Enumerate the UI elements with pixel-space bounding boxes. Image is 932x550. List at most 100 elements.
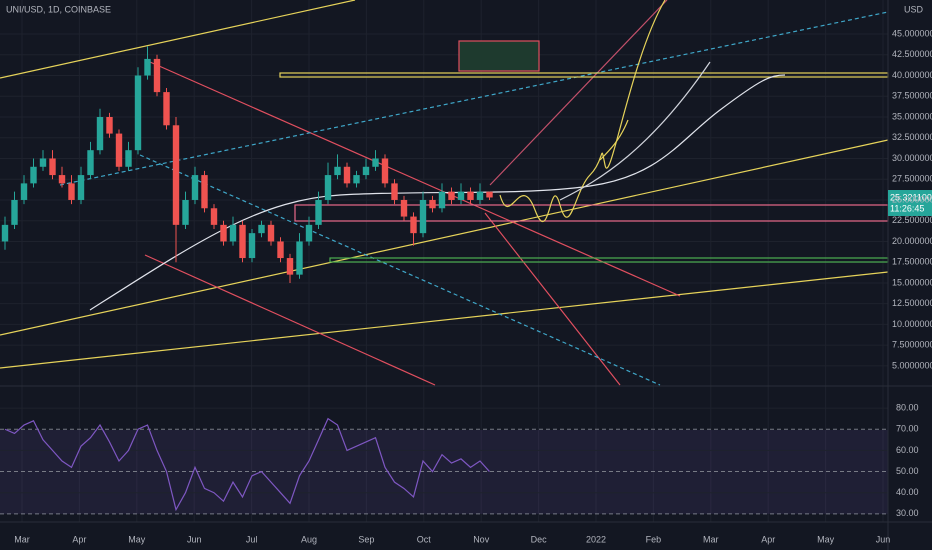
- y-tick-label: 30.00000000: [892, 153, 932, 163]
- chart-title: UNI/USD, 1D, COINBASE: [6, 4, 111, 14]
- candle-body: [49, 158, 56, 176]
- x-tick-label: May: [128, 534, 146, 544]
- y-tick-label: 22.50000000: [892, 215, 932, 225]
- candle-body: [343, 166, 351, 184]
- currency: USD: [904, 4, 924, 14]
- candle-body: [410, 216, 417, 234]
- x-tick-label: Apr: [72, 534, 86, 544]
- x-tick-label: Sep: [358, 534, 374, 544]
- candle-body: [58, 175, 66, 184]
- candle-body: [115, 133, 123, 167]
- candle-body: [419, 199, 427, 234]
- rsi-tick-label: 30.00: [896, 508, 919, 518]
- candle-body: [324, 175, 332, 200]
- x-tick-label: Dec: [531, 534, 548, 544]
- y-tick-label: 27.50000000: [892, 174, 932, 184]
- candle-body: [296, 241, 303, 275]
- candle-body: [172, 125, 180, 225]
- candle-body: [315, 199, 322, 225]
- candle-body: [258, 224, 265, 234]
- candle-body: [248, 233, 256, 259]
- candle-body: [153, 58, 161, 93]
- x-tick-label: Jul: [246, 534, 258, 544]
- candle-body: [77, 175, 85, 200]
- candle-body: [277, 241, 284, 259]
- candle-body: [353, 175, 360, 184]
- x-tick-label: Nov: [473, 534, 490, 544]
- rsi-tick-label: 80.00: [896, 402, 919, 412]
- x-tick-label: Oct: [417, 534, 432, 544]
- y-tick-label: 35.00000000: [892, 111, 932, 121]
- x-tick-label: 2022: [586, 534, 606, 544]
- rsi-pane: [0, 407, 888, 515]
- y-tick-label: 20.00000000: [892, 236, 932, 246]
- x-tick-label: Feb: [646, 534, 662, 544]
- x-tick-label: May: [817, 534, 835, 544]
- candle-body: [39, 158, 47, 167]
- rsi-tick-label: 70.00: [896, 424, 919, 434]
- candle-body: [11, 199, 18, 225]
- candle-body: [106, 116, 113, 134]
- candle-body: [182, 199, 189, 225]
- candle-body: [438, 191, 446, 209]
- y-tick-label: 25.00000000: [892, 194, 932, 204]
- y-tick-label: 10.00000000: [892, 319, 932, 329]
- y-tick-label: 32.50000000: [892, 132, 932, 142]
- candle-body: [125, 150, 132, 167]
- candle-body: [210, 208, 218, 225]
- drawings: [0, 0, 889, 386]
- last-price: 25.32110000: [890, 192, 932, 202]
- candle-body: [68, 183, 75, 200]
- x-tick-label: Jun: [876, 534, 891, 544]
- candle-body: [220, 224, 227, 242]
- price-tag: [888, 190, 932, 216]
- candle-body: [391, 183, 398, 200]
- y-tick-label: 7.50000000: [892, 340, 932, 350]
- candle-body: [267, 224, 275, 242]
- candle-body: [334, 166, 341, 176]
- candle-body: [476, 191, 484, 200]
- candle-body: [144, 58, 151, 76]
- candle-body: [1, 224, 9, 242]
- candle-body: [429, 199, 436, 209]
- rsi-line: [4, 417, 490, 512]
- candle-body: [305, 224, 313, 242]
- y-tick-label: 45.00000000: [892, 28, 932, 38]
- candle-body: [87, 150, 94, 176]
- candle-body: [400, 199, 408, 217]
- candle-body: [134, 75, 142, 151]
- candle-body: [201, 175, 208, 209]
- x-tick-label: Mar: [703, 534, 719, 544]
- candle-body: [20, 183, 28, 200]
- candle-body: [372, 158, 379, 167]
- candle-body: [239, 224, 246, 259]
- x-tick-label: Apr: [761, 534, 775, 544]
- candle-body: [286, 258, 294, 275]
- candle-body: [191, 175, 199, 200]
- y-tick-label: 42.50000000: [892, 49, 932, 59]
- candles: [1, 46, 493, 283]
- y-tick-label: 37.50000000: [892, 91, 932, 101]
- candle-body: [381, 158, 389, 184]
- x-tick-label: Jun: [187, 534, 202, 544]
- x-tick-label: Aug: [301, 534, 317, 544]
- rsi-tick-label: 60.00: [896, 445, 919, 455]
- countdown: 11:26:45: [890, 203, 924, 213]
- candle-body: [30, 166, 37, 184]
- candle-body: [467, 191, 474, 200]
- candle-body: [486, 191, 493, 198]
- y-tick-label: 15.00000000: [892, 277, 932, 287]
- candle-body: [457, 191, 465, 200]
- candle-body: [96, 116, 104, 151]
- candle-body: [362, 166, 370, 176]
- candle-body: [163, 92, 170, 126]
- rsi-tick-label: 50.00: [896, 466, 919, 476]
- candle-body: [448, 191, 455, 200]
- y-tick-label: 40.00000000: [892, 70, 932, 80]
- rsi-tick-label: 40.00: [896, 487, 919, 497]
- y-tick-label: 5.00000000: [892, 360, 932, 370]
- y-tick-label: 12.50000000: [892, 298, 932, 308]
- candle-body: [229, 224, 237, 242]
- x-tick-label: Mar: [14, 534, 30, 544]
